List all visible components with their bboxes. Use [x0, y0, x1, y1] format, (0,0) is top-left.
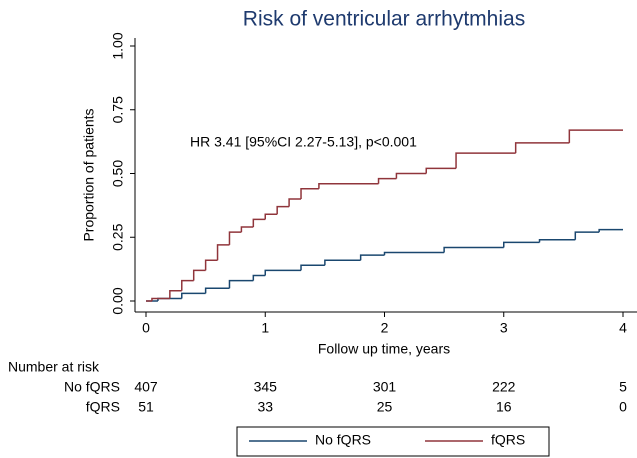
y-tick-label: 0.50	[110, 160, 126, 187]
risk-row-label: No fQRS	[64, 379, 120, 395]
km-step	[204, 287, 230, 294]
km-step	[216, 244, 230, 261]
km-step	[264, 269, 302, 276]
km-step	[264, 213, 278, 220]
km-step	[228, 279, 254, 289]
x-tick-label: 2	[381, 320, 389, 336]
risk-value: 51	[138, 399, 154, 415]
risk-value: 25	[377, 399, 393, 415]
legend-label: fQRS	[491, 432, 525, 448]
km-step	[151, 297, 170, 301]
y-tick-label: 0.25	[110, 223, 126, 250]
risk-value: 0	[619, 399, 627, 415]
risk-row-label: fQRS	[86, 399, 120, 415]
km-step	[425, 167, 457, 174]
y-axis-label: Proportion of patients	[81, 108, 97, 241]
km-step	[252, 274, 266, 281]
risk-value: 407	[134, 379, 158, 395]
km-step	[359, 254, 385, 261]
km-step	[300, 264, 325, 271]
km-step	[288, 198, 302, 207]
risk-value: 222	[492, 379, 516, 395]
km-step	[192, 269, 206, 281]
km-step	[383, 251, 445, 256]
risk-value: 33	[257, 399, 273, 415]
km-step	[276, 205, 290, 215]
y-tick-label: 0.00	[110, 287, 126, 314]
km-step	[574, 231, 600, 240]
km-step	[395, 172, 427, 179]
risk-table-title: Number at risk	[8, 359, 100, 375]
km-step	[252, 218, 266, 228]
risk-value: 5	[619, 379, 627, 395]
km-step	[181, 292, 206, 299]
x-tick-label: 3	[500, 320, 508, 336]
km-step	[568, 129, 623, 143]
km-step	[455, 152, 516, 169]
km-step	[538, 239, 576, 243]
chart-title: Risk of ventricular arrhytmhias	[243, 8, 525, 31]
km-step	[228, 231, 242, 245]
km-step	[181, 279, 194, 291]
km-step	[377, 177, 397, 184]
km-step	[324, 259, 361, 266]
x-tick-label: 4	[619, 320, 627, 336]
x-tick-label: 1	[261, 320, 269, 336]
km-step	[300, 188, 319, 199]
km-step	[204, 259, 218, 271]
y-tick-label: 1.00	[110, 32, 126, 59]
km-step	[514, 142, 570, 154]
km-step	[598, 228, 623, 233]
km-step	[443, 246, 504, 253]
risk-value: 16	[496, 399, 512, 415]
km-step	[318, 182, 379, 189]
annotation: HR 3.41 [95%CI 2.27-5.13], p<0.001	[190, 134, 417, 150]
risk-value: 301	[373, 379, 397, 395]
legend-label: No fQRS	[315, 432, 371, 448]
x-axis-label: Follow up time, years	[318, 341, 450, 357]
km-step	[169, 290, 182, 299]
y-tick-label: 0.75	[110, 96, 126, 123]
km-step	[503, 241, 540, 248]
x-tick-label: 0	[142, 320, 150, 336]
km-step	[240, 226, 254, 233]
risk-value: 345	[254, 379, 278, 395]
